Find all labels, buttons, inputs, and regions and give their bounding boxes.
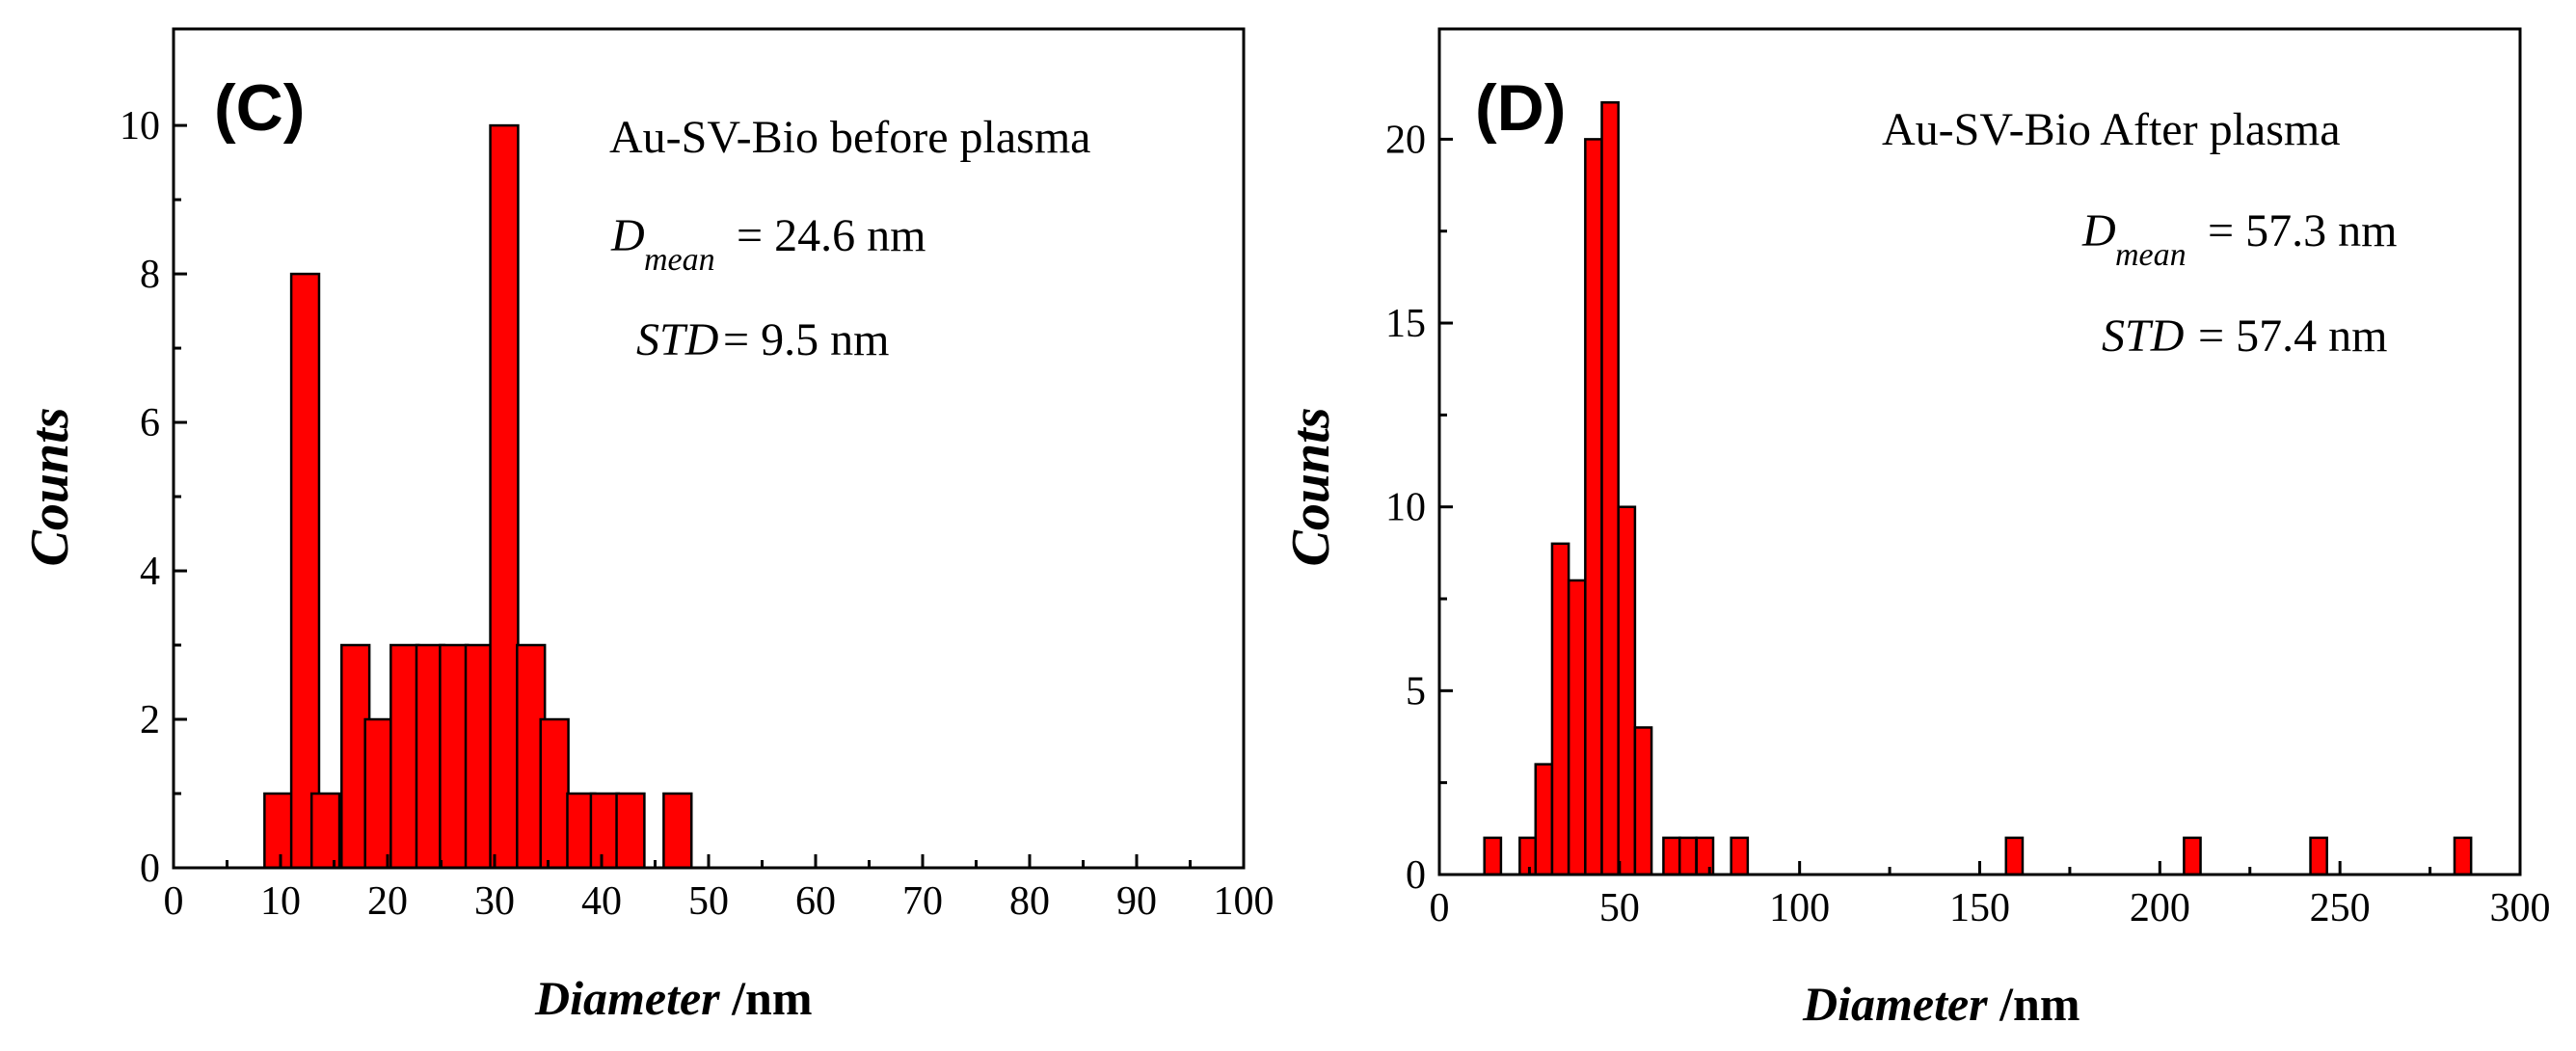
panel-c-ylabel: Counts — [20, 408, 80, 567]
panel-c-bar-0 — [263, 792, 294, 870]
panel-c-std-value: = 9.5 nm — [723, 314, 889, 365]
panel-c-xtick-label-4: 40 — [581, 879, 622, 924]
panel-c-ytick-label-1: 2 — [140, 698, 160, 742]
panel-d-bar-6 — [1600, 101, 1620, 876]
panel-d-ytick-label-1: 5 — [1406, 669, 1426, 714]
panel-d-plot: 0 50 100 150 200 250 300 0 5 10 15 20 — [1385, 27, 2551, 930]
panel-c-mean-symbol: D — [610, 210, 645, 261]
panel-c-mean-value: = 24.6 nm — [737, 210, 926, 261]
panel-d-bar-4 — [1567, 579, 1587, 876]
panel-d-ytick-label-2: 10 — [1385, 486, 1426, 530]
panel-c-bar-15 — [662, 792, 693, 870]
panel-c-xlabel-italic: Diameter — [534, 971, 720, 1025]
panel-c-title: Au-SV-Bio before plasma — [609, 112, 1090, 163]
panel-d-bar-15 — [2309, 836, 2328, 876]
panel-c-ytick-label-4: 8 — [140, 253, 160, 297]
panel-d-bar-10 — [1677, 836, 1698, 876]
panel-c-xtick-label-5: 50 — [688, 879, 729, 924]
panel-c-xtick-label-3: 30 — [474, 879, 515, 924]
panel-d-xlabel-italic: Diameter — [1802, 977, 1988, 1031]
panel-c-plot: 0 10 20 30 40 50 60 70 80 90 100 0 2 4 6 8 10 — [120, 27, 1275, 924]
panel-label-c: (C) — [214, 71, 305, 145]
panel-d-bar-0 — [1483, 836, 1503, 876]
panel-c-bar-14 — [615, 792, 646, 870]
panel-d-bar-13 — [2004, 836, 2025, 876]
panel-c-xlabel-name: Diameter /nm — [534, 971, 813, 1025]
panel-d-bar-8 — [1633, 726, 1653, 876]
panel-d-std-value: = 57.4 nm — [2198, 310, 2387, 362]
panel-c-xtick-label-9: 90 — [1116, 879, 1157, 924]
panel-c-xtick-label-7: 70 — [902, 879, 943, 924]
panel-d-xtick-label-0: 0 — [1430, 886, 1450, 930]
panel-d-title: Au-SV-Bio After plasma — [1882, 104, 2341, 155]
panel-c-bar-5 — [389, 643, 420, 870]
panel-d-mean-symbol: D — [2081, 205, 2116, 256]
panel-c-xtick-label-2: 20 — [367, 879, 408, 924]
panel-d-xtick-label-4: 200 — [2130, 886, 2190, 930]
panel-d-bar-14 — [2183, 836, 2202, 876]
panel-d-mean-value: = 57.3 nm — [2208, 205, 2397, 256]
panel-c-ytick-label-2: 4 — [140, 550, 160, 594]
panel-d-ytick-label-3: 15 — [1385, 302, 1426, 346]
panel-d-mean-subscript: mean — [2115, 237, 2187, 273]
panel-d-bar-2 — [1534, 763, 1554, 876]
panel-c-xtick-label-8: 80 — [1009, 879, 1050, 924]
panel-d-xtick-label-2: 100 — [1769, 886, 1830, 930]
panel-d-ytick-label-4: 20 — [1385, 118, 1426, 162]
panel-c-bar-11 — [539, 717, 570, 870]
panel-c-xlabel-unit: /nm — [720, 971, 813, 1025]
panel-d-ytick-label-0: 0 — [1406, 853, 1426, 898]
panel-c-ytick-label-0: 0 — [140, 847, 160, 891]
panel-c-ytick-label-5: 10 — [120, 104, 160, 148]
panel-c-mean-subscript: mean — [644, 242, 715, 278]
panel-c-bar-13 — [589, 792, 621, 870]
panel-d-bar-5 — [1584, 138, 1603, 876]
panel-c-bar-4 — [363, 717, 394, 870]
panel-label-d: (D) — [1475, 71, 1566, 145]
panel-c-xtick-label-0: 0 — [164, 879, 184, 924]
panel-d-xtick-label-3: 150 — [1949, 886, 2010, 930]
panel-d-xlabel-unit: /nm — [1988, 977, 2080, 1031]
panel-c-bar-2 — [309, 792, 341, 870]
panel-d-bar-7 — [1617, 505, 1637, 876]
panel-d-std-symbol: STD — [2102, 310, 2184, 362]
panel-d-bar-3 — [1550, 542, 1570, 876]
panel-d-xlabel-name: Diameter /nm — [1802, 977, 2080, 1031]
panel-d-xtick-label-6: 300 — [2490, 886, 2551, 930]
panel-d-bar-9 — [1662, 836, 1681, 876]
panel-c-bar-9 — [489, 123, 520, 870]
panel-d-bar-16 — [2453, 836, 2473, 876]
panel-c-xtick-label-6: 60 — [795, 879, 836, 924]
panel-c-bar-7 — [439, 643, 470, 870]
panel-c-std-symbol: STD — [636, 314, 718, 365]
panel-d-xtick-label-5: 250 — [2310, 886, 2371, 930]
panel-d-bar-12 — [1730, 836, 1750, 876]
panel-c-ytick-label-3: 6 — [140, 401, 160, 445]
panel-c-xtick-label-1: 10 — [260, 879, 301, 924]
panel-d-ylabel: Counts — [1281, 408, 1341, 567]
panel-c-bar-1 — [289, 272, 321, 870]
panel-d-xtick-label-1: 50 — [1599, 886, 1640, 930]
panel-c-xtick-label-10: 100 — [1214, 879, 1275, 924]
